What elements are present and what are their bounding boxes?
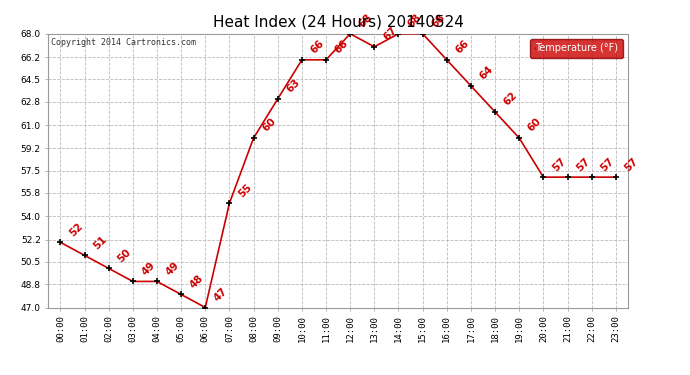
Text: 50: 50 [116, 247, 133, 264]
Text: Copyright 2014 Cartronics.com: Copyright 2014 Cartronics.com [51, 38, 196, 47]
Text: 51: 51 [92, 234, 109, 251]
Text: 66: 66 [309, 38, 326, 56]
Text: 55: 55 [237, 182, 254, 199]
Text: 60: 60 [526, 117, 544, 134]
Text: 57: 57 [599, 156, 616, 173]
Text: 49: 49 [164, 260, 181, 277]
Text: 62: 62 [502, 90, 520, 108]
Text: 63: 63 [285, 78, 302, 95]
Title: Heat Index (24 Hours) 20140524: Heat Index (24 Hours) 20140524 [213, 15, 464, 30]
Text: 64: 64 [478, 64, 495, 82]
Text: 68: 68 [357, 12, 375, 30]
Text: 68: 68 [406, 12, 423, 30]
Text: 48: 48 [188, 273, 206, 290]
Text: 57: 57 [551, 156, 568, 173]
Text: 66: 66 [333, 38, 351, 56]
Text: 66: 66 [454, 38, 471, 56]
Text: 68: 68 [430, 12, 447, 30]
Text: 57: 57 [575, 156, 592, 173]
Text: 52: 52 [68, 221, 85, 238]
Text: 57: 57 [623, 156, 640, 173]
Text: 60: 60 [261, 117, 278, 134]
Text: 67: 67 [382, 25, 399, 43]
Text: 47: 47 [213, 286, 230, 303]
Legend: Temperature (°F): Temperature (°F) [531, 39, 623, 58]
Text: 49: 49 [140, 260, 157, 277]
